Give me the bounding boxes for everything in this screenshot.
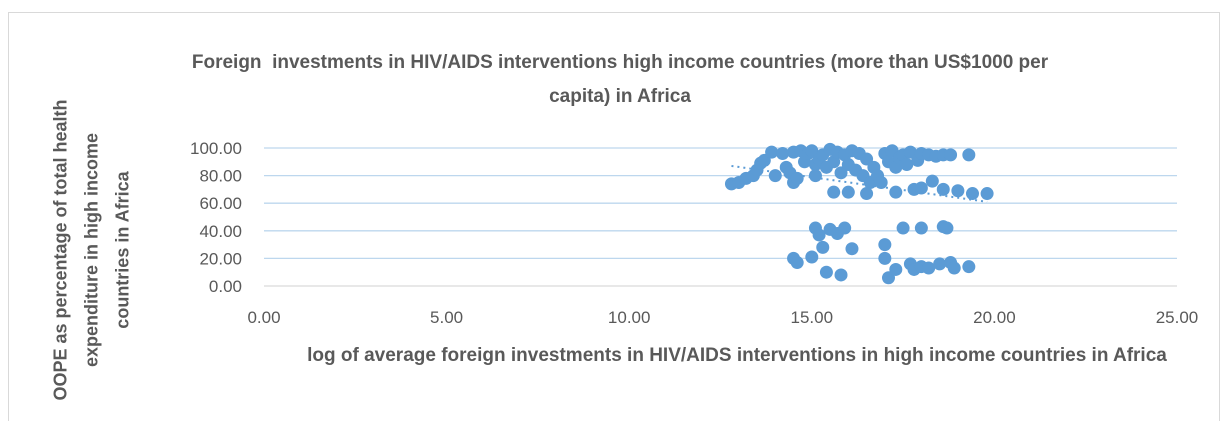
data-point xyxy=(940,221,954,235)
data-point xyxy=(808,169,822,183)
data-point xyxy=(845,242,859,256)
data-point xyxy=(816,240,830,254)
data-point xyxy=(965,187,979,201)
x-tick-label: 5.00 xyxy=(430,308,463,327)
data-point xyxy=(827,185,841,199)
x-tick-label: 15.00 xyxy=(791,308,834,327)
data-point xyxy=(841,185,855,199)
data-point xyxy=(768,169,782,183)
data-points xyxy=(724,142,994,285)
y-tick-label: 100.00 xyxy=(190,139,242,158)
chart-frame xyxy=(8,12,1220,421)
data-point xyxy=(790,171,804,185)
data-point xyxy=(889,185,903,199)
chart-title: Foreign investments in HIV/AIDS interven… xyxy=(191,52,1054,107)
x-axis-label: log of average foreign investments in HI… xyxy=(307,345,1167,366)
x-tick-label: 10.00 xyxy=(608,308,651,327)
data-point xyxy=(874,176,888,189)
data-point xyxy=(896,221,910,235)
data-point xyxy=(914,221,928,235)
data-point xyxy=(936,182,950,196)
data-point xyxy=(962,148,976,162)
data-point xyxy=(765,145,779,159)
data-point xyxy=(914,181,928,195)
data-point xyxy=(878,251,892,265)
data-point xyxy=(878,238,892,252)
y-tick-label: 40.00 xyxy=(199,222,242,241)
data-point xyxy=(944,148,958,162)
y-tick-labels: 0.00 20.00 40.00 60.00 80.00 100.00 xyxy=(190,139,242,296)
x-tick-labels: 0.00 5.00 10.00 15.00 20.00 25.00 xyxy=(247,308,1198,327)
data-point xyxy=(834,268,848,282)
x-tick-label: 0.00 xyxy=(247,308,280,327)
data-point xyxy=(790,256,804,270)
data-point xyxy=(776,147,790,161)
x-tick-label: 25.00 xyxy=(1156,308,1199,327)
data-point xyxy=(951,184,965,198)
y-tick-label: 60.00 xyxy=(199,194,242,213)
data-point xyxy=(925,174,939,188)
y-tick-label: 80.00 xyxy=(199,167,242,186)
data-point xyxy=(819,265,833,279)
x-tick-label: 20.00 xyxy=(973,308,1016,327)
data-point xyxy=(860,187,874,201)
data-point xyxy=(838,221,852,235)
data-point xyxy=(900,158,914,172)
y-tick-label: 0.00 xyxy=(209,277,242,296)
data-point xyxy=(947,261,961,275)
y-tick-label: 20.00 xyxy=(199,249,242,268)
data-point xyxy=(922,261,936,275)
gridlines xyxy=(264,147,1177,287)
data-point xyxy=(962,260,976,274)
data-point xyxy=(812,228,826,242)
data-point xyxy=(933,257,947,271)
data-point xyxy=(805,250,819,264)
data-point xyxy=(980,187,994,201)
data-point xyxy=(889,262,903,276)
